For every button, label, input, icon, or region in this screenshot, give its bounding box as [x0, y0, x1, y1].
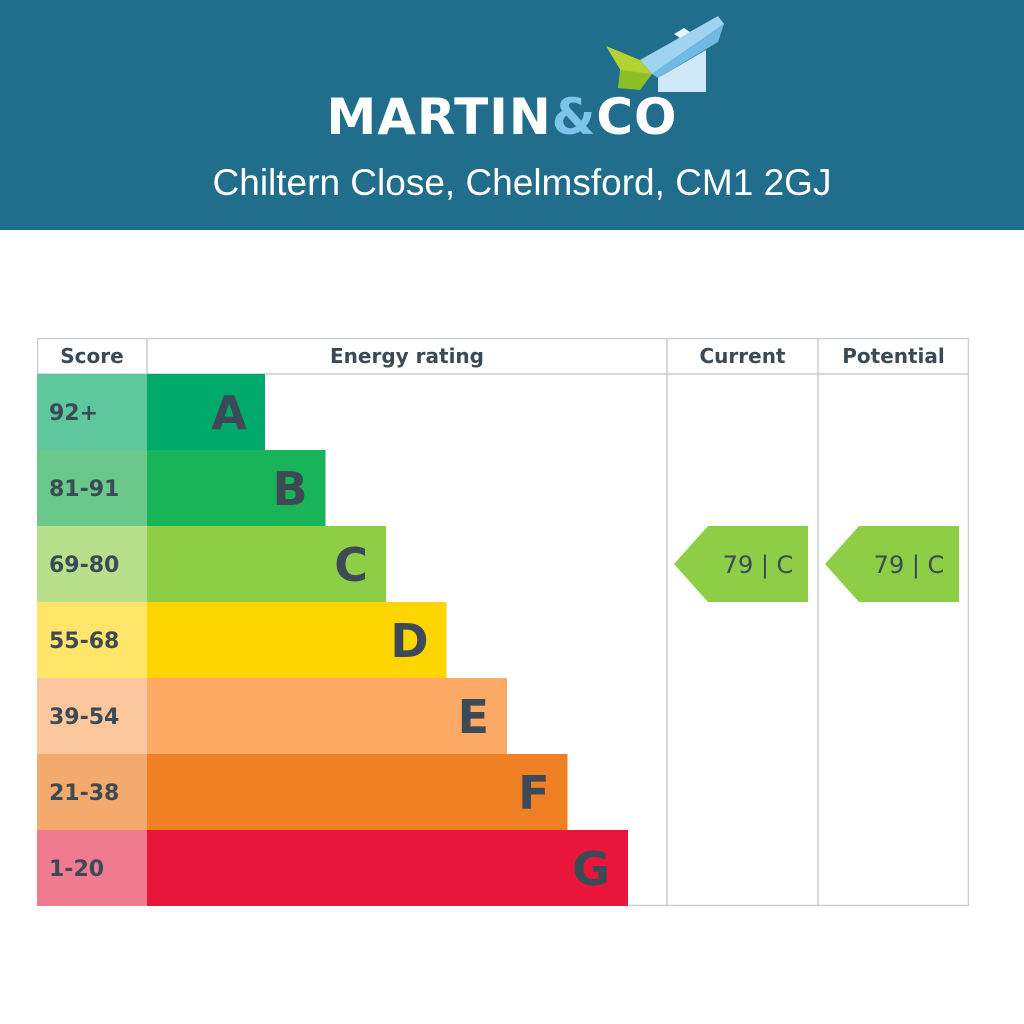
- score-range-label: 55-68: [49, 629, 119, 654]
- property-address: Chiltern Close, Chelmsford, CM1 2GJ: [212, 162, 832, 203]
- rating-bar-d: [147, 602, 447, 678]
- rating-letter: A: [211, 386, 247, 440]
- potential-arrow: [825, 526, 959, 602]
- score-range-label: 69-80: [49, 553, 119, 578]
- score-cell: [37, 830, 147, 906]
- epc-chart: Score Energy rating Current Potential 92+ A 81…: [37, 338, 969, 906]
- epc-chart-svg: Score Energy rating Current Potential 92+ A 81…: [37, 338, 969, 906]
- column-header: Energy rating: [330, 344, 484, 368]
- score-cell: [37, 678, 147, 754]
- score-cell: [37, 526, 147, 602]
- house-roof-icon: [606, 16, 724, 92]
- current-arrow: [674, 526, 808, 602]
- column-header: Potential: [842, 344, 945, 368]
- rating-bar-a: [147, 374, 265, 450]
- score-cell: [37, 374, 147, 450]
- score-range-label: 1-20: [49, 857, 104, 882]
- rating-bar-g: [147, 830, 628, 906]
- header-banner: MARTIN&CO Chiltern Close, Chelmsford, CM…: [0, 0, 1024, 230]
- rating-bar-f: [147, 754, 568, 830]
- rating-bar-e: [147, 678, 507, 754]
- rating-letter: E: [458, 690, 489, 744]
- rating-letter: D: [390, 614, 428, 668]
- score-range-label: 92+: [49, 401, 98, 426]
- rating-letter: G: [572, 842, 610, 896]
- brand-logo: MARTIN&CO: [326, 88, 678, 146]
- rating-letter: C: [334, 538, 368, 592]
- score-cell: [37, 602, 147, 678]
- score-range-label: 21-38: [49, 781, 119, 806]
- score-cell: [37, 450, 147, 526]
- rating-letter: F: [518, 766, 549, 820]
- score-range-label: 81-91: [49, 477, 119, 502]
- potential-rating-label: 79 | C: [874, 551, 945, 579]
- column-header: Current: [699, 344, 785, 368]
- score-cell: [37, 754, 147, 830]
- rating-bar-b: [147, 450, 326, 526]
- column-header: Score: [60, 344, 123, 368]
- current-rating-label: 79 | C: [723, 551, 794, 579]
- score-range-label: 39-54: [49, 705, 119, 730]
- rating-letter: B: [272, 462, 307, 516]
- rating-bar-c: [147, 526, 386, 602]
